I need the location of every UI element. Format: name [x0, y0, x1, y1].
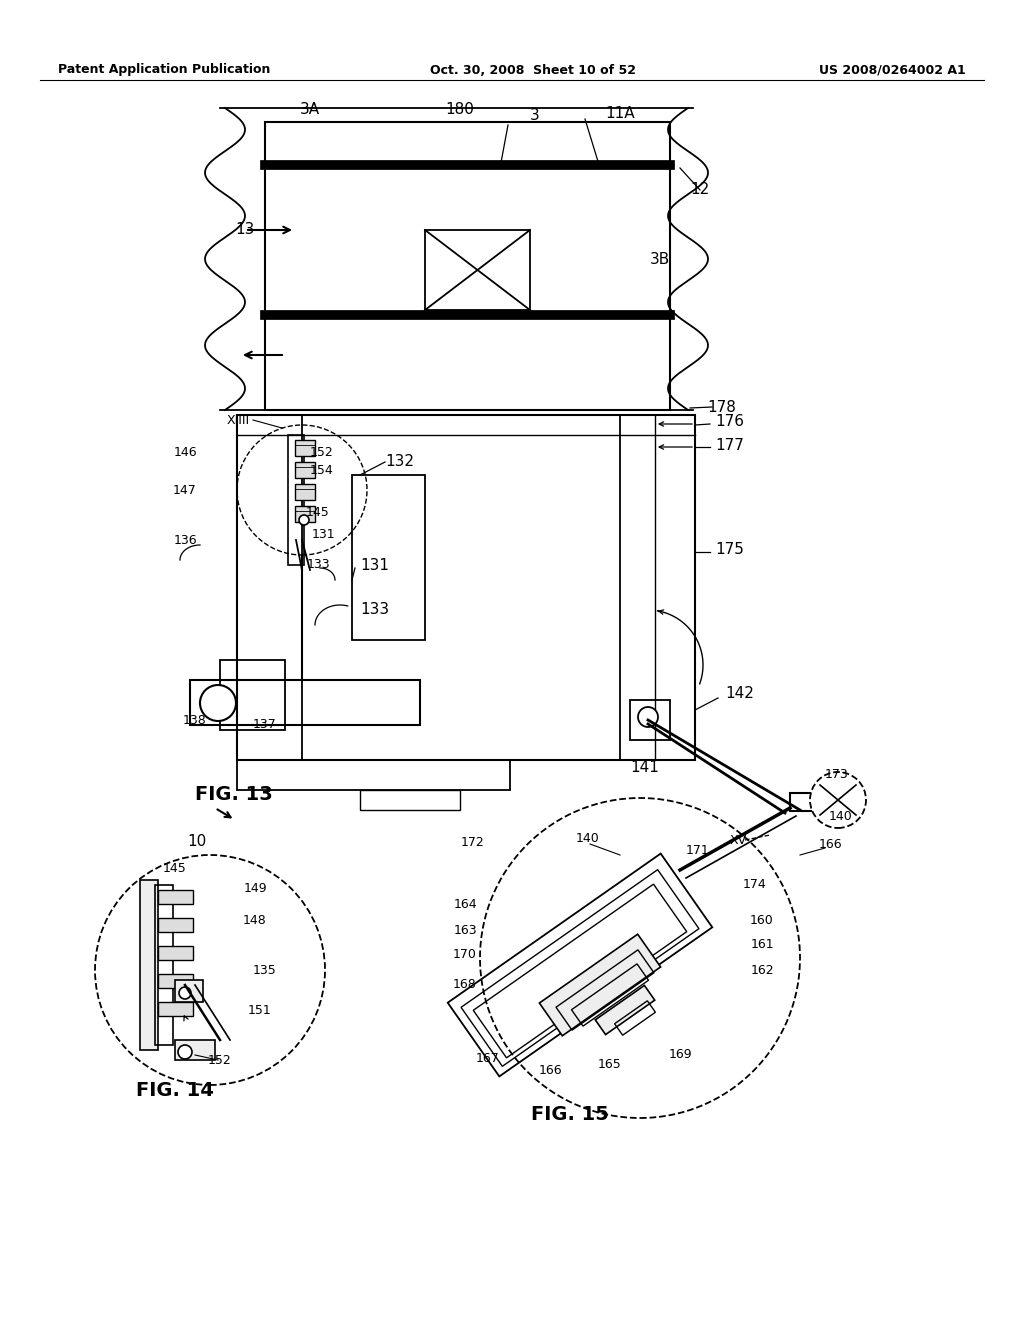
Text: 149: 149 — [243, 882, 267, 895]
Bar — [295, 484, 315, 500]
Text: 3B: 3B — [650, 252, 670, 268]
Text: 180: 180 — [445, 103, 474, 117]
Text: US 2008/0264002 A1: US 2008/0264002 A1 — [819, 63, 966, 77]
Text: 146: 146 — [173, 446, 197, 459]
Text: 165: 165 — [598, 1059, 622, 1072]
Text: 10: 10 — [187, 834, 207, 850]
Text: FIG. 14: FIG. 14 — [136, 1081, 214, 1100]
Text: 163: 163 — [454, 924, 477, 936]
Text: 177: 177 — [716, 437, 744, 453]
Text: 145: 145 — [163, 862, 186, 874]
Text: 12: 12 — [690, 182, 710, 198]
Bar — [158, 946, 193, 960]
Text: 152: 152 — [208, 1053, 231, 1067]
Text: 133: 133 — [360, 602, 389, 618]
Text: 140: 140 — [829, 810, 853, 824]
Text: 154: 154 — [310, 463, 334, 477]
Bar — [190, 680, 420, 725]
Bar — [295, 462, 315, 478]
Bar — [295, 440, 315, 455]
Text: 167: 167 — [476, 1052, 500, 1064]
Text: 147: 147 — [173, 483, 197, 496]
Polygon shape — [540, 935, 660, 1036]
Circle shape — [178, 1045, 193, 1059]
Text: 138: 138 — [183, 714, 207, 726]
Text: 174: 174 — [743, 879, 767, 891]
Text: 170: 170 — [453, 949, 477, 961]
Text: 3: 3 — [530, 107, 540, 123]
Text: 161: 161 — [751, 939, 774, 952]
Bar — [175, 1040, 215, 1060]
Circle shape — [95, 855, 325, 1085]
Text: 133: 133 — [306, 558, 330, 572]
Text: 145: 145 — [306, 506, 330, 519]
Text: 136: 136 — [173, 533, 197, 546]
Text: 11A: 11A — [605, 106, 635, 120]
Text: Patent Application Publication: Patent Application Publication — [58, 63, 270, 77]
Text: 173: 173 — [825, 768, 849, 781]
Bar — [237, 760, 510, 789]
Circle shape — [638, 708, 658, 727]
Text: XV: XV — [730, 833, 748, 846]
Text: 135: 135 — [253, 964, 276, 977]
Text: 137: 137 — [253, 718, 276, 731]
Text: XIIII: XIIII — [227, 413, 250, 426]
Circle shape — [299, 515, 309, 525]
Text: FIG. 13: FIG. 13 — [195, 785, 272, 804]
Circle shape — [480, 799, 800, 1118]
Circle shape — [179, 987, 191, 999]
Text: 151: 151 — [248, 1003, 272, 1016]
Text: 168: 168 — [454, 978, 477, 991]
Text: 166: 166 — [539, 1064, 562, 1077]
Text: 131: 131 — [360, 557, 389, 573]
Text: 141: 141 — [631, 760, 659, 776]
Bar — [352, 475, 425, 640]
Bar — [155, 884, 173, 1045]
Text: 178: 178 — [708, 400, 736, 416]
Polygon shape — [595, 986, 654, 1035]
Bar — [790, 793, 835, 810]
Text: 164: 164 — [454, 899, 477, 912]
Text: FIG. 15: FIG. 15 — [531, 1106, 609, 1125]
Text: 175: 175 — [716, 543, 744, 557]
Text: 142: 142 — [726, 686, 755, 701]
Text: 13: 13 — [236, 223, 255, 238]
Bar — [220, 660, 285, 730]
Text: 132: 132 — [385, 454, 415, 470]
Text: 160: 160 — [751, 913, 774, 927]
Text: 140: 140 — [577, 832, 600, 845]
Bar — [140, 880, 158, 1049]
Text: 169: 169 — [669, 1048, 692, 1061]
Text: 171: 171 — [686, 843, 710, 857]
Bar — [360, 789, 460, 810]
Circle shape — [200, 685, 236, 721]
Bar — [158, 917, 193, 932]
Text: Oct. 30, 2008  Sheet 10 of 52: Oct. 30, 2008 Sheet 10 of 52 — [430, 63, 636, 77]
Text: 131: 131 — [311, 528, 335, 541]
Bar — [158, 974, 193, 987]
Circle shape — [810, 772, 866, 828]
Text: 166: 166 — [818, 838, 842, 851]
Bar — [237, 414, 695, 760]
Text: 148: 148 — [243, 913, 267, 927]
Bar — [265, 121, 670, 411]
Bar — [295, 506, 315, 521]
Text: 176: 176 — [716, 414, 744, 429]
Bar — [630, 700, 670, 741]
Text: 3A: 3A — [300, 103, 321, 117]
Bar — [158, 890, 193, 904]
Text: 162: 162 — [751, 964, 774, 977]
Text: 152: 152 — [310, 446, 334, 459]
Bar — [288, 436, 304, 565]
Bar — [158, 1002, 193, 1016]
Text: 172: 172 — [461, 837, 485, 850]
Bar — [175, 979, 203, 1002]
Bar — [425, 230, 530, 310]
